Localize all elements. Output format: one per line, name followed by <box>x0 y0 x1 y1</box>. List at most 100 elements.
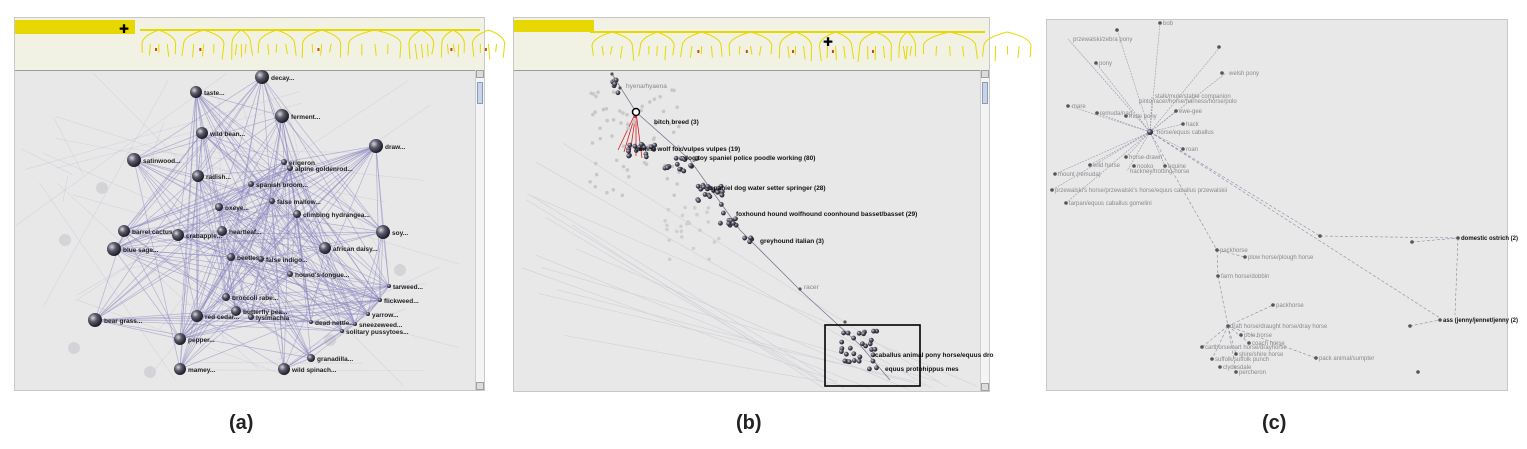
graph-node <box>701 184 707 190</box>
graph-node: tarweed... <box>387 284 423 291</box>
node-label: farm horse/dobbin <box>1221 274 1269 280</box>
node-label: dead nettle... <box>315 320 355 327</box>
graph-node <box>639 141 644 147</box>
panel-c-graph-view <box>1046 19 1508 391</box>
node-label: greyhound italian (3) <box>760 238 824 245</box>
graph-node <box>1216 274 1220 278</box>
zoom-selection-box <box>824 324 921 387</box>
scroll-down-arrow[interactable] <box>981 383 989 391</box>
node-label: przewalski's horse/przewalski's horse/eq… <box>1055 188 1227 194</box>
graph-node <box>615 90 621 96</box>
graph-node <box>1234 352 1238 356</box>
graph-node <box>839 339 845 345</box>
graph-node <box>733 216 738 222</box>
graph-node: ferment... <box>275 109 320 123</box>
graph-node <box>643 154 649 160</box>
graph-node <box>648 144 654 150</box>
graph-node <box>1181 122 1185 126</box>
graph-node <box>861 331 866 337</box>
node-label: wild spinach... <box>291 367 337 374</box>
tree-branches-b <box>590 31 1032 62</box>
node-label: alpine goldenrod... <box>295 166 353 173</box>
graph-node <box>613 77 619 83</box>
node-label: horse-drawn <box>1129 155 1162 161</box>
node-label: barrel cactus... <box>132 229 178 236</box>
graph-node: heartleaf... <box>217 226 262 236</box>
graph-node <box>1226 324 1230 328</box>
graph-node <box>847 345 853 351</box>
tree-branches-a <box>140 29 506 60</box>
node-label: pepper... <box>188 337 215 344</box>
graph-node <box>845 330 851 336</box>
panel-b-scrollbar[interactable] <box>980 70 989 391</box>
graph-node: dead nettle... <box>309 320 355 327</box>
scroll-thumb[interactable] <box>477 82 483 104</box>
graph-node <box>868 337 874 343</box>
scroll-thumb[interactable] <box>982 82 988 104</box>
graph-node <box>742 235 748 241</box>
node-label: nooko <box>1137 164 1154 170</box>
graph-node <box>1095 111 1099 115</box>
graph-node: draw... <box>369 139 406 153</box>
node-label: shire/shire horse <box>1239 352 1284 358</box>
scroll-down-arrow[interactable] <box>476 382 484 390</box>
graph-node <box>1314 356 1318 360</box>
graph-node: mamey... <box>174 363 216 375</box>
tree-cursor-b: ✚ <box>823 35 833 49</box>
node-label: polo horse <box>1244 333 1273 339</box>
node-label: hound's-tongue... <box>295 272 349 279</box>
panel-a-scrollbar[interactable] <box>475 70 484 390</box>
node-label: tarpan/equus caballus gomelini <box>1069 201 1152 207</box>
node-label: wild bean... <box>209 131 245 138</box>
graph-node <box>851 335 857 341</box>
graph-node <box>1174 109 1178 113</box>
tree-root-bar-b <box>514 20 594 32</box>
graph-node <box>1243 255 1247 259</box>
graph-node <box>851 358 857 363</box>
graph-node <box>716 185 721 191</box>
graph-node <box>748 235 754 241</box>
caption-b: (b) <box>736 412 762 434</box>
node-label: hack <box>1186 122 1200 128</box>
panel-a-edges <box>15 72 459 386</box>
graph-node <box>1064 201 1068 205</box>
graph-node: granadilla... <box>307 354 353 363</box>
node-label: spaniel dog water setter springer (28) <box>710 185 826 192</box>
node-label: canine wolf fox/vulpes vulpes (19) <box>635 146 740 153</box>
node-label: suffolk/suffolk punch <box>1215 357 1269 363</box>
node-label: heartleaf... <box>229 229 262 236</box>
graph-node <box>871 328 876 334</box>
graph-node <box>1115 28 1119 32</box>
graph-node <box>856 358 862 364</box>
node-label: remuda/nag <box>1100 111 1132 117</box>
node-label: tarweed... <box>393 284 423 291</box>
scroll-up-arrow[interactable] <box>981 70 989 78</box>
panel-b-graph: hyena/hyaena bitch breed (3) canine wolf f… <box>522 72 994 390</box>
graph-node <box>652 142 658 148</box>
graph-node: bear grass... <box>88 313 142 327</box>
graph-node <box>798 287 802 291</box>
graph-node <box>1217 45 1221 49</box>
graph-node <box>1132 164 1136 168</box>
graph-node <box>707 194 713 199</box>
graph-node <box>1094 61 1098 65</box>
graph-node <box>1408 324 1412 328</box>
graph-node: wild bean... <box>196 127 245 139</box>
graph-node: broccoli rabe... <box>222 293 278 302</box>
scroll-up-arrow[interactable] <box>476 70 484 78</box>
graph-node <box>1318 234 1322 238</box>
graph-node: lysimachia <box>248 314 290 322</box>
graph-node <box>718 202 724 207</box>
node-label: draft horse/draught horse/dray horse <box>1230 324 1328 330</box>
node-label: pony <box>1099 61 1112 67</box>
graph-node <box>869 347 874 352</box>
node-label: carthorse/cart horse/drayhorse <box>1205 345 1287 351</box>
node-label: african daisy... <box>333 246 378 253</box>
node-label: radish... <box>206 174 231 181</box>
graph-node <box>867 366 872 372</box>
node-label: bob <box>1163 21 1174 27</box>
node-label: oxeye... <box>225 205 249 212</box>
node-label: false indigo... <box>266 257 308 264</box>
panel-c-graph: bob przewalski/zebra pony pony welsh pony st… <box>1050 21 1518 376</box>
